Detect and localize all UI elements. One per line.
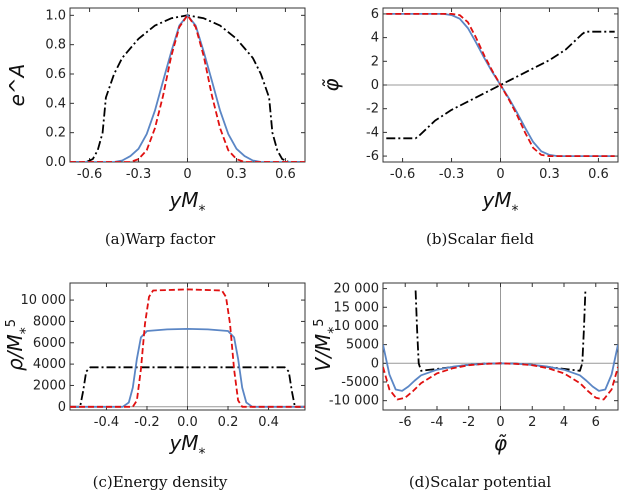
y-tick-label: 2000 xyxy=(33,378,66,393)
panel-caption: (d)Scalar potential xyxy=(409,473,552,491)
y-tick-label: 4000 xyxy=(33,357,66,372)
x-tick-label: -0.2 xyxy=(134,415,159,430)
x-tick-label: 4 xyxy=(560,415,568,430)
panel-caption: (a)Warp factor xyxy=(105,230,216,248)
x-tick-label: 2 xyxy=(528,415,536,430)
series-line-solid xyxy=(70,14,305,162)
y-tick-label: -2 xyxy=(366,102,379,117)
x-tick-label: -2 xyxy=(462,415,475,430)
x-tick-label: -0.6 xyxy=(390,167,415,182)
y-tick-label: 0 xyxy=(371,356,379,371)
panel-4: -6 -4 -2 0 2 4 6 -10 000 -5000 0 5000 10 000 15 000 2… xyxy=(311,282,619,491)
y-tick-label: 1.0 xyxy=(45,8,66,23)
x-tick-label: 0.6 xyxy=(588,167,609,182)
x-tick-label: 6 xyxy=(592,415,600,430)
series-line-dashed xyxy=(383,362,618,401)
y-tick-label: 0.0 xyxy=(45,155,66,170)
x-tick-label: -0.3 xyxy=(126,167,151,182)
x-tick-label: 0 xyxy=(496,167,504,182)
x-tick-label: -6 xyxy=(399,415,412,430)
x-tick-label: 0.3 xyxy=(539,167,560,182)
panel-1: -0.6 -0.3 0 0.3 0.6 0.0 0.2 0.4 0.6 0.8 1.0 yM* e^A (… xyxy=(5,7,306,248)
y-tick-label: 10 000 xyxy=(334,319,380,334)
x-tick-label: -4 xyxy=(431,415,444,430)
y-tick-label: 0.2 xyxy=(45,126,66,141)
y-tick-label: 5000 xyxy=(346,338,379,353)
x-axis-label: yM* xyxy=(168,188,205,219)
y-tick-label: 8000 xyxy=(33,314,66,329)
x-axis-label: yM* xyxy=(481,188,518,219)
x-tick-label: 0.0 xyxy=(177,415,198,430)
y-tick-label: 10 000 xyxy=(21,293,67,308)
y-axis-label: φ̃ xyxy=(319,78,343,91)
series-line-dash-dot xyxy=(70,366,305,408)
y-tick-label: -5000 xyxy=(341,375,379,390)
y-tick-label: 0.4 xyxy=(45,96,66,111)
y-tick-label: 0.6 xyxy=(45,67,66,82)
y-tick-label: -10 000 xyxy=(329,394,379,409)
y-tick-label: 0 xyxy=(371,78,379,93)
y-tick-label: -4 xyxy=(366,125,379,140)
x-tick-label: 0 xyxy=(496,415,504,430)
y-tick-label: 6000 xyxy=(33,336,66,351)
y-axis-label: e^A xyxy=(5,64,29,107)
panel-2: -0.6 -0.3 0 0.3 0.6 -6 -4 -2 0 2 4 6 yM* φ̃ (b)Scalar … xyxy=(319,7,619,248)
series-line-dashed xyxy=(386,13,615,157)
y-axis-label: ρ/M*5 xyxy=(3,319,34,371)
series-line-dash-dot xyxy=(386,30,615,140)
y-tick-label: 4 xyxy=(371,31,379,46)
x-tick-label: 0.2 xyxy=(218,415,239,430)
x-tick-label: -0.3 xyxy=(439,167,464,182)
x-tick-label: 0.4 xyxy=(258,415,279,430)
series-line-solid xyxy=(70,328,305,408)
x-tick-label: -0.6 xyxy=(77,167,102,182)
series-line-dashed xyxy=(70,14,305,162)
panel-caption: (c)Energy density xyxy=(93,473,228,491)
x-tick-label: -0.4 xyxy=(94,415,119,430)
y-tick-label: 6 xyxy=(371,7,379,22)
y-tick-label: -6 xyxy=(366,149,379,164)
panel-3: -0.4 -0.2 0.0 0.2 0.4 0 2000 4000 6000 8000 10 000… xyxy=(3,282,306,491)
x-axis-label: φ̃ xyxy=(494,431,507,455)
y-tick-label: 20 000 xyxy=(334,282,380,297)
y-tick-label: 0.8 xyxy=(45,38,66,53)
y-tick-label: 15 000 xyxy=(334,300,380,315)
y-axis-label: V/M*5 xyxy=(311,319,342,372)
x-axis-label: yM* xyxy=(168,431,205,462)
x-tick-label: 0.3 xyxy=(226,167,247,182)
series-line-dashed xyxy=(70,288,305,408)
y-tick-label: 2 xyxy=(371,54,379,69)
panel-caption: (b)Scalar field xyxy=(426,230,534,248)
x-tick-label: 0 xyxy=(183,167,191,182)
y-tick-label: 0 xyxy=(58,400,66,415)
x-tick-label: 0.6 xyxy=(275,167,296,182)
